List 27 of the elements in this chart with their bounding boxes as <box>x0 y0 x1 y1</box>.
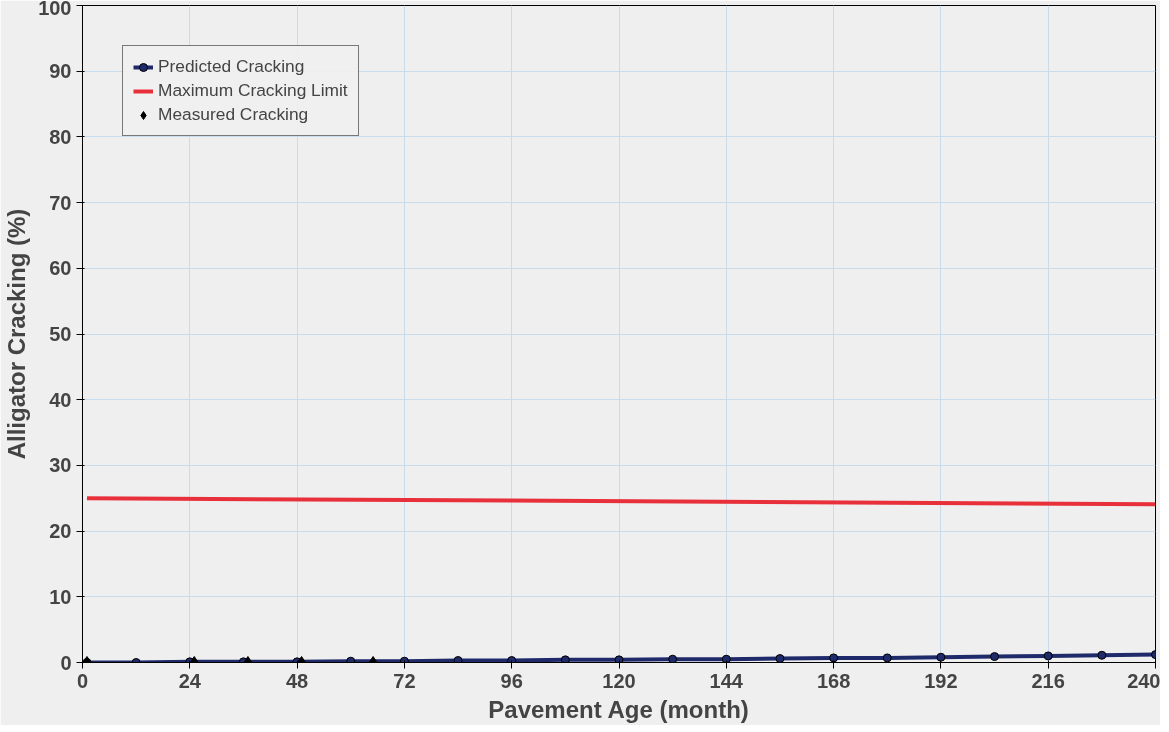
y-tick-label: 30 <box>49 454 72 477</box>
y-tick-label: 90 <box>49 60 72 83</box>
x-tick-label: 144 <box>709 669 744 692</box>
x-tick-label: 168 <box>816 669 851 692</box>
y-axis-title: Alligator Cracking (%) <box>3 208 31 460</box>
x-tick-label: 192 <box>924 669 958 692</box>
legend-label: Maximum Cracking Limit <box>158 80 348 101</box>
x-tick-label: 0 <box>76 669 89 692</box>
x-tick-label: 96 <box>500 669 523 692</box>
x-tick-label: 120 <box>602 669 636 692</box>
x-tick-label: 24 <box>178 669 202 692</box>
y-tick-label: 10 <box>49 585 72 608</box>
x-tick-label: 216 <box>1031 669 1065 692</box>
x-tick-label: 240 <box>1127 669 1161 692</box>
y-tick-label: 60 <box>49 257 72 280</box>
y-tick-label: 70 <box>49 191 72 214</box>
y-tick-label: 40 <box>49 388 72 411</box>
legend-label: Predicted Cracking <box>158 56 305 77</box>
y-tick-label: 50 <box>49 323 72 345</box>
y-tick-label: 80 <box>49 125 72 148</box>
legend-label: Measured Cracking <box>158 104 309 125</box>
y-tick-label: 20 <box>49 520 72 543</box>
x-tick-label: 48 <box>285 669 309 692</box>
x-axis-title: Pavement Age (month) <box>488 695 749 723</box>
x-tick-label: 72 <box>393 669 416 692</box>
y-tick-label: 100 <box>38 0 72 19</box>
y-tick-label: 0 <box>60 651 72 674</box>
